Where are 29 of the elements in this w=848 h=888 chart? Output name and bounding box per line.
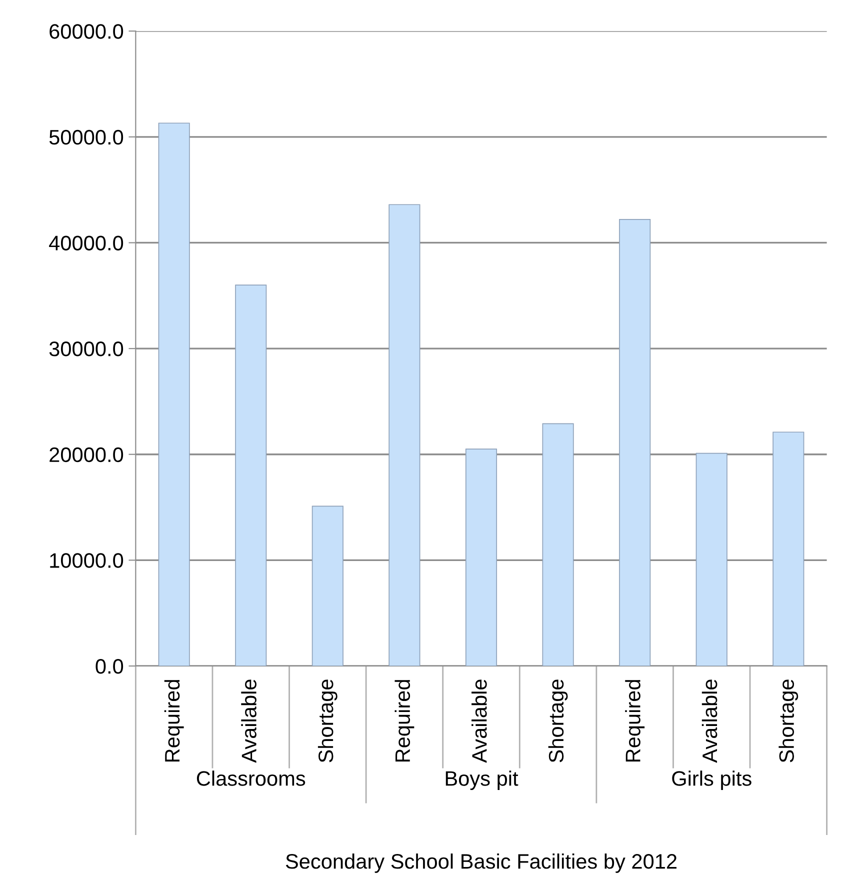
y-tick-label: 10000.0 bbox=[50, 553, 124, 568]
x-tick-label: Required bbox=[625, 680, 645, 762]
bar bbox=[465, 448, 498, 666]
y-tick-label: 60000.0 bbox=[50, 24, 124, 39]
x-tick-label: Available bbox=[702, 680, 718, 763]
bar bbox=[158, 122, 190, 666]
bar bbox=[696, 452, 728, 666]
x-tick-label: Shortage bbox=[318, 680, 338, 762]
x-axis-title: Secondary School Basic Facilities by 2012 bbox=[286, 854, 676, 873]
x-tick-label: Available bbox=[472, 680, 487, 763]
x-tick-label: Shortage bbox=[548, 680, 568, 762]
text: Classrooms bbox=[196, 770, 306, 786]
x-tick-label: Shortage bbox=[778, 680, 798, 762]
y-tick-label: 50000.0 bbox=[49, 130, 124, 145]
x-tick-label: Required bbox=[164, 680, 184, 762]
x-tick-label: Available bbox=[241, 680, 256, 763]
text: Girls pits bbox=[672, 770, 752, 790]
y-tick-label: 20000.0 bbox=[50, 447, 124, 462]
y-tick-label: 40000.0 bbox=[49, 236, 124, 250]
y-tick-label: 0.0 bbox=[96, 659, 124, 674]
bar bbox=[388, 204, 420, 666]
bar bbox=[235, 284, 267, 666]
bar bbox=[772, 432, 804, 666]
x-tick-label: Required bbox=[394, 680, 414, 762]
text: Boys pit bbox=[446, 770, 518, 790]
bar bbox=[619, 219, 651, 666]
bar bbox=[542, 423, 574, 666]
bar bbox=[312, 506, 344, 666]
y-tick-label: 30000.0 bbox=[49, 342, 124, 356]
